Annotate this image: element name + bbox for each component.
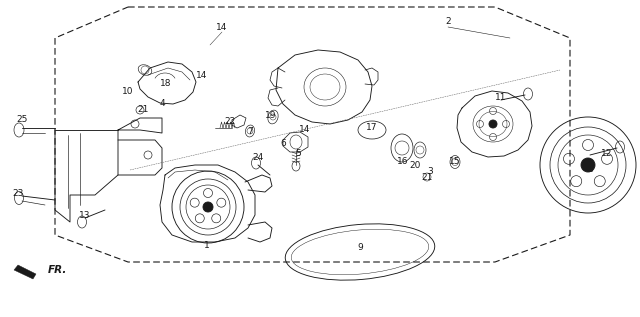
Text: 4: 4	[159, 99, 165, 107]
Polygon shape	[14, 265, 36, 279]
Text: 14: 14	[300, 126, 310, 134]
Text: 7: 7	[247, 126, 253, 135]
Text: 3: 3	[427, 167, 433, 177]
Text: 6: 6	[280, 139, 286, 147]
Text: 14: 14	[216, 23, 228, 33]
Text: 9: 9	[357, 243, 363, 251]
Text: 11: 11	[495, 94, 507, 102]
Text: 21: 21	[421, 172, 433, 182]
Text: 1: 1	[204, 241, 210, 249]
Text: 12: 12	[602, 148, 612, 158]
Text: 22: 22	[225, 118, 236, 126]
Text: 20: 20	[410, 161, 420, 171]
Text: 17: 17	[366, 124, 378, 133]
Text: 19: 19	[265, 112, 276, 120]
Text: FR.: FR.	[48, 265, 67, 275]
Circle shape	[581, 158, 595, 172]
Text: 16: 16	[397, 157, 409, 165]
Text: 21: 21	[138, 106, 148, 114]
Text: 5: 5	[295, 148, 301, 158]
Circle shape	[203, 202, 213, 212]
Text: 8: 8	[587, 165, 593, 173]
Circle shape	[489, 120, 497, 128]
Text: 15: 15	[449, 158, 461, 166]
Text: 24: 24	[252, 153, 264, 163]
Text: 23: 23	[12, 189, 24, 197]
Text: 10: 10	[122, 87, 134, 96]
Text: 18: 18	[160, 79, 172, 87]
Text: 13: 13	[79, 210, 91, 219]
Text: 25: 25	[16, 115, 28, 125]
Text: 2: 2	[445, 17, 451, 27]
Text: 14: 14	[196, 72, 208, 81]
